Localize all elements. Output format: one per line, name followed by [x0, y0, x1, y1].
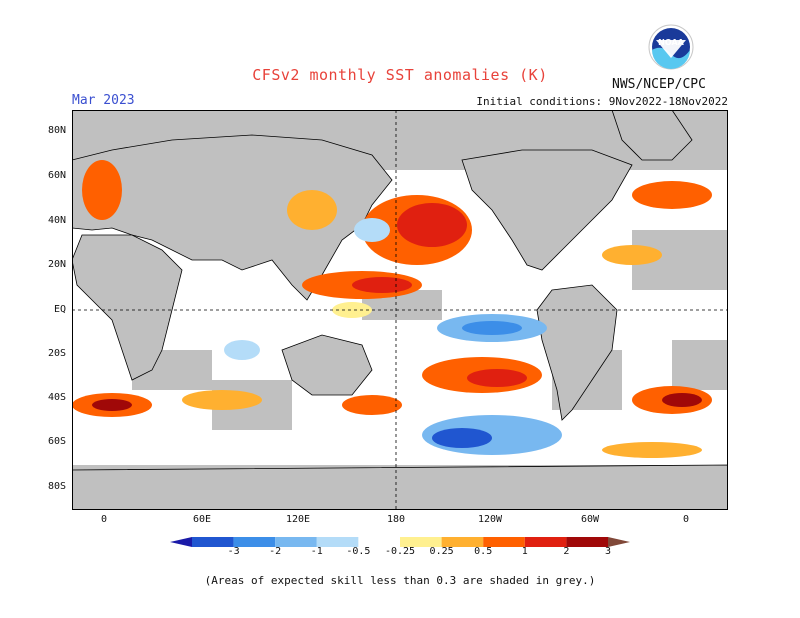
lat-label: 40N — [47, 215, 66, 226]
colorbar-segment — [316, 537, 359, 547]
cool-anomalies — [224, 218, 562, 455]
warm-anomalies — [72, 160, 712, 458]
forecast-month: Mar 2023 — [72, 93, 135, 108]
sst-anomaly-map — [72, 110, 728, 510]
lat-label: EQ — [53, 304, 66, 315]
antarctica — [72, 464, 728, 510]
colorbar-segment — [400, 537, 442, 547]
lat-label: 40S — [47, 392, 66, 403]
colorbar-label: -0.25 — [384, 546, 416, 557]
colorbar-label: 1 — [521, 546, 528, 557]
lon-label: 180 — [386, 514, 406, 525]
colorbar-min-arrow — [170, 537, 192, 547]
colorbar-label: 0.25 — [429, 546, 454, 557]
colorbar-label: -0.5 — [346, 546, 371, 557]
australia — [281, 334, 373, 396]
colorbar-segment — [524, 537, 567, 547]
colorbar-label: 0.5 — [474, 546, 493, 557]
colorbar-segment — [275, 537, 317, 547]
lat-label: 80S — [47, 481, 66, 492]
lat-label: 60S — [47, 436, 66, 447]
logo-text: NOAA — [658, 38, 684, 47]
colorbar-label: -3 — [227, 546, 240, 557]
lon-label: 60E — [192, 514, 212, 525]
colorbar — [170, 537, 630, 547]
colorbar-segment — [192, 537, 234, 547]
colorbar-segment — [441, 537, 484, 547]
colorbar-segment — [483, 537, 525, 547]
lon-label: 120E — [285, 514, 311, 525]
lat-label: 20N — [47, 259, 66, 270]
lon-label: 60W — [580, 514, 600, 525]
continents — [72, 110, 728, 510]
colorbar-label: -1 — [310, 546, 323, 557]
footnote: (Areas of expected skill less than 0.3 a… — [204, 574, 596, 587]
lon-label: 0 — [682, 514, 690, 525]
colorbar-label: 2 — [563, 546, 570, 557]
colorbar-segment — [233, 537, 276, 547]
colorbar-label: 3 — [604, 546, 612, 557]
africa — [72, 234, 183, 381]
eurasia — [72, 134, 393, 301]
map-title: CFSv2 monthly SST anomalies (K) — [252, 66, 548, 84]
lon-label: 0 — [100, 514, 108, 525]
lat-label: 60N — [47, 170, 66, 181]
colorbar-segment — [566, 537, 608, 547]
colorbar-segment — [358, 537, 400, 547]
noaa-logo-icon: NOAA — [648, 24, 694, 70]
lat-label: 20S — [47, 348, 66, 359]
lon-label: 120W — [477, 514, 503, 525]
colorbar-label: -2 — [269, 546, 282, 557]
map-frame — [72, 110, 728, 510]
agency-label: NWS/NCEP/CPC — [612, 77, 706, 92]
colorbar-max-arrow — [608, 537, 630, 547]
greenland — [611, 110, 693, 161]
north-america — [461, 149, 633, 271]
initial-conditions: Initial conditions: 9Nov2022-18Nov2022 — [476, 95, 728, 108]
lat-label: 80N — [47, 125, 66, 136]
